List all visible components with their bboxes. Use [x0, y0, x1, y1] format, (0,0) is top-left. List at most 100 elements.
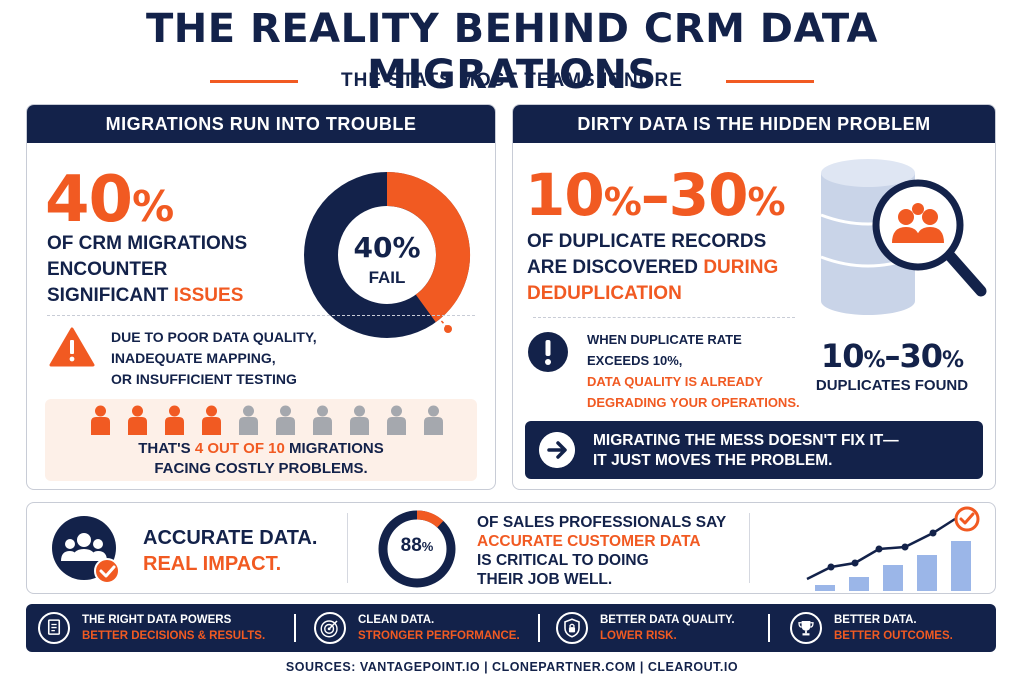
document-icon — [38, 612, 70, 644]
dup-part: 10 — [820, 337, 865, 375]
dashed-divider — [533, 317, 795, 318]
subtitle-rule-right — [726, 80, 814, 83]
dup-pct: % — [942, 348, 964, 373]
benefit-line2: BETTER DECISIONS & RESULTS. — [82, 630, 266, 642]
fail-donut-chart: 40% FAIL — [304, 172, 470, 338]
benefit-line1: CLEAN DATA. — [358, 614, 435, 626]
duplicate-alert: WHEN DUPLICATE RATE EXCEEDS 10%, DATA QU… — [587, 329, 800, 413]
person-icon — [313, 405, 332, 435]
alert-line: DEGRADING YOUR OPERATIONS. — [587, 395, 800, 410]
desc-line: DEDUPLICATION — [527, 283, 682, 304]
desc-line: OF CRM MIGRATIONS — [47, 233, 248, 254]
person-icon-highlighted — [128, 405, 147, 435]
ring-number: 88 — [400, 535, 422, 556]
exclamation-icon — [528, 332, 568, 372]
people-ratio-box: THAT'S 4 OUT OF 10 MIGRATIONS FACING COS… — [45, 399, 477, 481]
benefit-line1: BETTER DATA QUALITY. — [600, 614, 735, 626]
mess-line: MIGRATING THE MESS DOESN'T FIX IT— — [593, 432, 899, 449]
person-icon — [350, 405, 369, 435]
target-icon — [314, 612, 346, 644]
desc-line: OF DUPLICATE RECORDS — [527, 231, 767, 252]
ring-remainder-arc — [416, 510, 444, 528]
person-icon — [276, 405, 295, 435]
donut-fail-arc — [386, 172, 470, 323]
big-stat-40: 40% — [45, 163, 174, 237]
warning-reasons: DUE TO POOR DATA QUALITY, INADEQUATE MAP… — [111, 327, 317, 390]
benefit-text: THE RIGHT DATA POWERS BETTER DECISIONS & … — [82, 612, 265, 644]
donut-pointer-dot — [444, 325, 452, 333]
desc-line: SIGNIFICANT ISSUES — [47, 283, 287, 309]
sales-line: IS CRITICAL TO DOING — [477, 552, 649, 569]
donut-pointer-line — [420, 298, 448, 328]
migrations-trouble-panel: MIGRATIONS RUN INTO TROUBLE 40% OF CRM M… — [26, 104, 496, 490]
person-icon-highlighted — [165, 405, 184, 435]
benefit-text: CLEAN DATA. STRONGER PERFORMANCE. — [358, 612, 520, 644]
migration-issue-description: OF CRM MIGRATIONS ENCOUNTER SIGNIFICANT … — [47, 231, 287, 309]
dirty-data-panel: DIRTY DATA IS THE HIDDEN PROBLEM 10%–30%… — [512, 104, 996, 490]
mess-callout-text: MIGRATING THE MESS DOESN'T FIX IT— IT JU… — [593, 431, 899, 471]
big-stat-pct: % — [747, 180, 786, 224]
benefit-line1: BETTER DATA. — [834, 614, 917, 626]
big-stat-40-number: 40 — [45, 163, 133, 237]
sales-statement: OF SALES PROFESSIONALS SAY ACCURATE CUST… — [477, 513, 726, 589]
alert-line: WHEN DUPLICATE RATE — [587, 332, 742, 347]
ring-pct: % — [421, 539, 434, 554]
people-text-highlight: 4 OUT OF 10 — [194, 440, 285, 457]
dashed-divider — [47, 315, 475, 316]
benefit-separator — [768, 614, 770, 642]
benefit-separator — [294, 614, 296, 642]
duplicates-range: 10%–30% — [807, 337, 977, 375]
duplicates-found-label: DUPLICATES FOUND — [815, 377, 969, 394]
vertical-separator — [749, 513, 750, 583]
people-icon-row — [89, 405, 445, 437]
person-icon-highlighted — [202, 405, 221, 435]
warning-line: INADEQUATE MAPPING, — [111, 350, 276, 366]
database-magnifier-icon — [820, 159, 987, 315]
dup-pct: % — [863, 348, 885, 373]
sales-line: OF SALES PROFESSIONALS SAY — [477, 514, 727, 531]
benefit-line1: THE RIGHT DATA POWERS — [82, 614, 232, 626]
people-text-line: FACING COSTLY PROBLEMS. — [154, 460, 368, 477]
growth-chart-icon — [806, 506, 980, 591]
benefit-line2: STRONGER PERFORMANCE. — [358, 630, 520, 642]
vertical-separator — [347, 513, 348, 583]
sales-line: ACCURATE CUSTOMER DATA — [477, 533, 701, 550]
benefit-text: BETTER DATA. BETTER OUTCOMES. — [834, 612, 953, 644]
shield-lock-icon — [556, 612, 588, 644]
benefit-line2: BETTER OUTCOMES. — [834, 630, 953, 642]
donut-center — [339, 207, 435, 303]
desc-highlight: ISSUES — [173, 285, 244, 306]
desc-text: SIGNIFICANT — [47, 285, 174, 306]
duplicate-records-description: OF DUPLICATE RECORDS ARE DISCOVERED DURI… — [527, 229, 797, 307]
subtitle-rule-left — [210, 80, 298, 83]
ring-88-value: 88% — [377, 535, 457, 557]
benefits-bar: THE RIGHT DATA POWERS BETTER DECISIONS & … — [26, 604, 996, 652]
warning-line: DUE TO POOR DATA QUALITY, — [111, 329, 317, 345]
benefit-line2: LOWER RISK. — [600, 630, 677, 642]
impact-strip: ACCURATE DATA. REAL IMPACT. 88% OF SALES… — [26, 502, 996, 594]
team-check-icon — [52, 516, 120, 584]
desc-line: ARE DISCOVERED DURING — [527, 255, 797, 281]
big-stat-40-pct: % — [132, 182, 174, 231]
benefit-separator — [538, 614, 540, 642]
mess-callout: MIGRATING THE MESS DOESN'T FIX IT— IT JU… — [525, 421, 983, 479]
warning-triangle-icon — [49, 327, 95, 367]
person-icon — [239, 405, 258, 435]
big-stat-part: –30 — [640, 161, 749, 229]
desc-text: ARE DISCOVERED — [527, 257, 704, 278]
person-icon — [424, 405, 443, 435]
warning-line: OR INSUFFICIENT TESTING — [111, 371, 297, 387]
big-stat-part: 10 — [525, 161, 605, 229]
subtitle-row: THE STATS MOST TEAMS IGNORE — [0, 66, 1024, 96]
panel-header-right: DIRTY DATA IS THE HIDDEN PROBLEM — [513, 105, 995, 143]
sources-footer: SOURCES: VANTAGEPOINT.IO | CLONEPARTNER.… — [285, 660, 739, 674]
sales-88-ring — [378, 510, 456, 588]
people-ratio-text: THAT'S 4 OUT OF 10 MIGRATIONS FACING COS… — [45, 439, 477, 479]
arrow-right-icon — [539, 432, 575, 468]
desc-highlight: DURING — [703, 257, 779, 278]
big-stat-10-30: 10%–30% — [525, 161, 786, 229]
alert-line: EXCEEDS 10%, — [587, 353, 683, 368]
person-icon-highlighted — [91, 405, 110, 435]
tagline-line: ACCURATE DATA. — [143, 527, 318, 549]
panel-header-left: MIGRATIONS RUN INTO TROUBLE — [27, 105, 495, 143]
